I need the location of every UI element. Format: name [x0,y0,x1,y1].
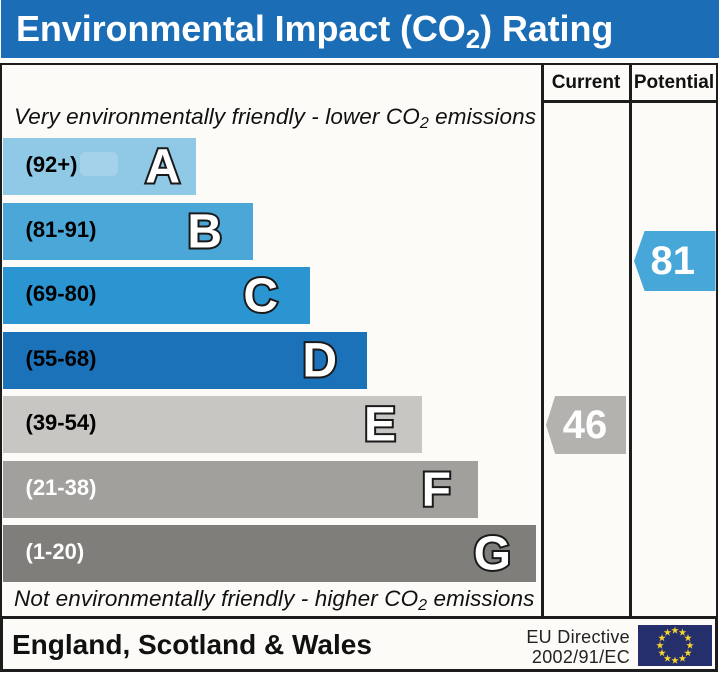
svg-text:F: F [422,463,451,516]
svg-text:E: E [364,399,396,452]
svg-text:G: G [474,528,511,581]
svg-text:C: C [243,270,278,323]
svg-text:B: B [187,205,222,258]
svg-text:A: A [145,141,180,194]
svg-text:D: D [302,334,337,387]
